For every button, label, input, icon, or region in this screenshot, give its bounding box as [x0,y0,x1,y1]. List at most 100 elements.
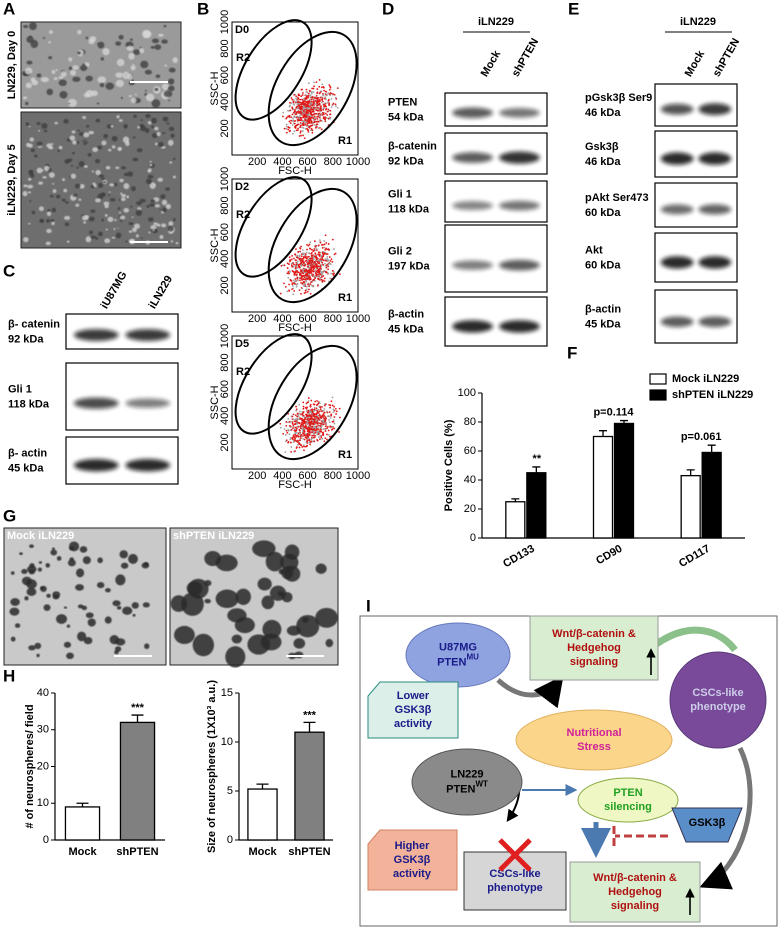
node-line: Stress [577,741,611,753]
event-dot [309,418,312,421]
event-dot [288,263,290,266]
event-dot [304,98,307,100]
error-bar [620,419,628,424]
cell [95,198,101,203]
node-line: Hedgehog [608,886,662,898]
node-text: Wnt/β-catenin & [552,628,636,640]
event-dot [306,248,308,251]
event-dot [327,433,330,436]
neurosphere [63,641,72,648]
event-dot [301,252,304,255]
event-dot [331,420,334,423]
event-dot [311,100,313,103]
event-dot [295,440,298,442]
cell [26,35,34,44]
band [660,316,694,328]
y-tick-label: 100 [458,387,476,399]
event-dot [300,276,303,279]
event-dot [303,449,305,452]
node-line: activity [393,868,432,880]
event-dot [305,91,308,93]
event-dot [331,260,334,263]
cell [31,210,36,215]
event-dot [314,275,317,278]
blot [654,83,738,127]
event-dot [299,437,302,439]
event-dot [321,83,324,86]
event-dot [308,252,310,255]
cell [160,194,166,200]
cell [38,206,44,212]
event-dot [327,108,330,111]
image-label: iLN229, Day 5 [6,144,18,216]
event-dot [292,99,295,101]
cell [170,133,175,138]
gate-label: R2 [236,209,250,221]
event-dot [298,443,301,445]
event-dot [295,427,298,430]
event-dot [326,101,329,104]
event-dot [299,130,302,133]
cell [161,199,168,206]
event-dot [305,104,308,106]
event-dot [296,124,298,127]
event-dot [296,420,299,422]
cell [162,116,169,122]
event-dot [296,254,299,257]
event-dot [316,97,319,100]
event-dot [323,421,326,423]
cell [154,204,160,208]
event-dot [329,425,332,428]
event-dot [299,262,302,265]
node-line: GSK3β [394,854,431,866]
event-dot [325,270,327,273]
cell [91,170,94,173]
cell [109,183,115,187]
event-dot [304,436,307,439]
cell [68,66,73,70]
cell [139,198,146,203]
cell [103,201,110,206]
cell [75,203,80,207]
event-dot [306,270,309,273]
event-dot [304,421,307,423]
event-dot [311,248,313,251]
event-dot [316,439,319,442]
event-dot [302,256,305,258]
event-dot [319,259,321,262]
cell [76,166,79,169]
event-dot [304,445,307,448]
event-dot [303,430,306,433]
error-bar [511,498,520,502]
event-dot [302,116,304,119]
event-dot [324,234,327,237]
event-dot [301,414,304,416]
cell [120,197,126,202]
cell [72,193,78,197]
cell [133,114,137,118]
event-dot [313,258,315,261]
event-dot [317,265,320,268]
event-dot [307,120,310,123]
event-dot [292,418,295,421]
lane-label: Mock [479,48,504,79]
event-dot [314,103,317,106]
node-text: PTENWT [446,780,488,796]
event-dot [320,113,323,115]
event-dot [288,269,291,272]
legend-swatch [649,389,667,401]
event-dot [304,264,307,266]
event-dot [295,113,297,116]
event-dot [298,135,301,137]
blot-frame [65,362,179,431]
event-dot [321,437,324,440]
y-tick-label: 600 [219,66,231,84]
cell [166,122,170,125]
event-dot [332,419,335,422]
node-line: phenotype [690,701,746,713]
cell [57,149,60,153]
arrow [652,626,738,653]
node-line: CSCs-like [692,687,743,699]
event-dot [289,271,292,273]
event-dot [297,106,300,109]
